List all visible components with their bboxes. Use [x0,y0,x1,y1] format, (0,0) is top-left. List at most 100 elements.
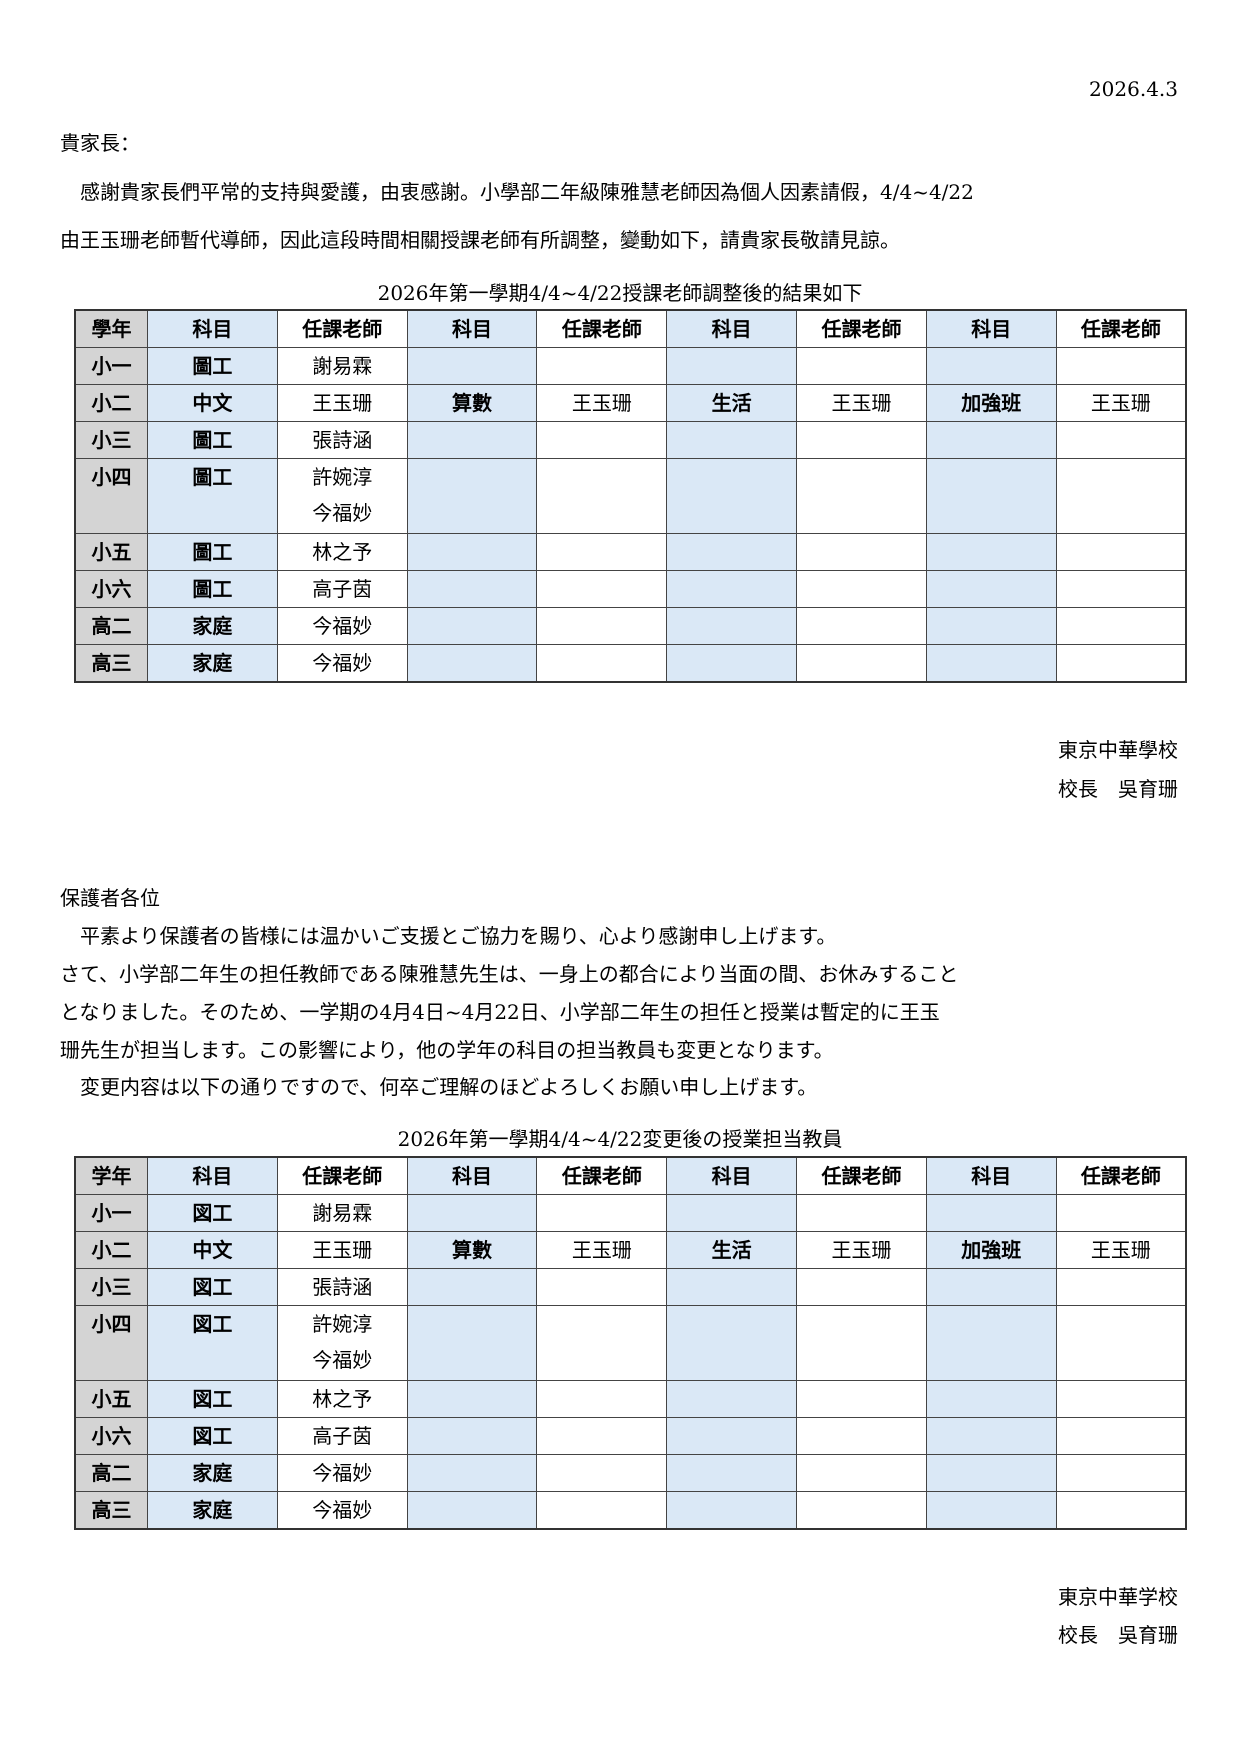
teacher-cell [536,1194,668,1232]
subject-cell [406,1380,538,1418]
date: 2026.4.3 [1088,77,1178,101]
teacher-cell: 今福妙 [276,644,408,683]
teacher-cell [536,570,668,608]
subject-cell [406,347,538,385]
table-row: 小四 圖工 許婉淳 今福妙 [74,458,1187,534]
column-header: 任課老師 [276,1156,408,1195]
column-header: 任課老師 [276,309,408,348]
teacher-cell: 王玉珊 [796,1231,927,1269]
table-row: 高二 家庭 今福妙 [74,607,1187,645]
subject-cell [406,570,538,608]
teacher-cell [1055,533,1187,571]
teacher-cell [1055,644,1187,683]
grade-cell: 小四 [74,458,148,534]
ja-principal: 校長 吳育珊 [1058,1623,1178,1647]
subject-cell: 家庭 [147,1454,278,1492]
teacher-cell [796,644,927,683]
teacher-cell [796,1194,927,1232]
teacher-cell [796,533,927,571]
subject-cell [925,533,1057,571]
teacher-cell [536,1268,668,1306]
grade-cell: 小一 [74,347,148,385]
column-header: 任課老師 [796,1156,927,1195]
subject-cell [666,347,798,385]
teacher-cell [796,1305,927,1381]
teacher-cell: 高子茵 [276,1417,408,1455]
table-row: 小五 圖工 林之予 [74,533,1187,571]
ja-body-line: 珊先生が担当します。この影響により，他の学年の科目の担当教員も変更となります。 [60,1038,834,1062]
subject-cell [925,421,1057,459]
subject-cell: 生活 [666,384,798,422]
column-header: 科目 [666,1156,798,1195]
teacher-cell: 張詩涵 [276,1268,408,1306]
subject-cell [925,458,1057,534]
teacher-cell [796,570,927,608]
subject-cell [406,1305,538,1381]
subject-cell: 算數 [406,384,538,422]
subject-cell: 図工 [147,1194,278,1232]
teacher-cell [536,1380,668,1418]
subject-cell [666,1305,798,1381]
subject-cell: 圖工 [147,458,278,534]
grade-cell: 小五 [74,1380,148,1418]
table-row: 高二 家庭 今福妙 [74,1454,1187,1492]
teacher-cell [536,644,668,683]
teacher-cell [536,1454,668,1492]
subject-cell: 中文 [147,384,278,422]
subject-cell: 図工 [147,1268,278,1306]
grade-cell: 小六 [74,570,148,608]
table-row: 高三 家庭 今福妙 [74,1491,1187,1530]
table-row: 小三 図工 張詩涵 [74,1268,1187,1306]
teacher-cell [1055,1417,1187,1455]
teacher-cell [796,607,927,645]
ja-salutation: 保護者各位 [60,886,160,910]
teacher-cell [796,1417,927,1455]
subject-cell [666,570,798,608]
column-header: 任課老師 [536,1156,668,1195]
table-row: 小二 中文 王玉珊 算數 王玉珊 生活 王玉珊 加強班 王玉珊 [74,384,1187,422]
subject-cell: 加強班 [925,1231,1057,1269]
teacher-cell [1055,1194,1187,1232]
subject-cell [925,570,1057,608]
subject-cell [406,1194,538,1232]
subject-cell [666,1454,798,1492]
grade-cell: 高三 [74,1491,148,1530]
zh-school-name: 東京中華學校 [1058,738,1178,762]
subject-cell [925,644,1057,683]
teacher-cell: 王玉珊 [276,384,408,422]
column-header: 科目 [925,309,1057,348]
teacher-cell [1055,1491,1187,1530]
subject-cell [666,1417,798,1455]
subject-cell [406,421,538,459]
subject-cell: 算數 [406,1231,538,1269]
column-header: 科目 [666,309,798,348]
zh-salutation: 貴家長： [60,131,140,155]
column-header: 學年 [74,309,148,348]
grade-cell: 高二 [74,607,148,645]
teacher-cell [1055,1454,1187,1492]
subject-cell: 生活 [666,1231,798,1269]
header-row: 學年 科目 任課老師 科目 任課老師 科目 任課老師 科目 任課老師 [74,309,1187,348]
table-row: 高三 家庭 今福妙 [74,644,1187,683]
teacher-cell [536,458,668,534]
grade-cell: 小五 [74,533,148,571]
column-header: 任課老師 [1055,309,1187,348]
teacher-cell [536,533,668,571]
grade-cell: 小一 [74,1194,148,1232]
subject-cell [406,644,538,683]
ja-body-line: さて、小学部二年生の担任教師である陳雅慧先生は、一身上の都合により当面の間、お休… [60,962,959,986]
teacher-cell: 張詩涵 [276,421,408,459]
teacher-cell [1055,607,1187,645]
subject-cell [666,1194,798,1232]
teacher-cell [536,421,668,459]
subject-cell [925,1268,1057,1306]
column-header: 科目 [925,1156,1057,1195]
teacher-cell [796,458,927,534]
subject-cell [666,607,798,645]
table-row: 小六 図工 高子茵 [74,1417,1187,1455]
grade-cell: 小三 [74,1268,148,1306]
grade-cell: 小二 [74,384,148,422]
grade-cell: 高二 [74,1454,148,1492]
ja-teacher-table: 学年 科目 任課老師 科目 任課老師 科目 任課老師 科目 任課老師 小一 図工 謝易霖 小二 中文 王玉珊… [74,1156,1187,1530]
teacher-cell [536,607,668,645]
